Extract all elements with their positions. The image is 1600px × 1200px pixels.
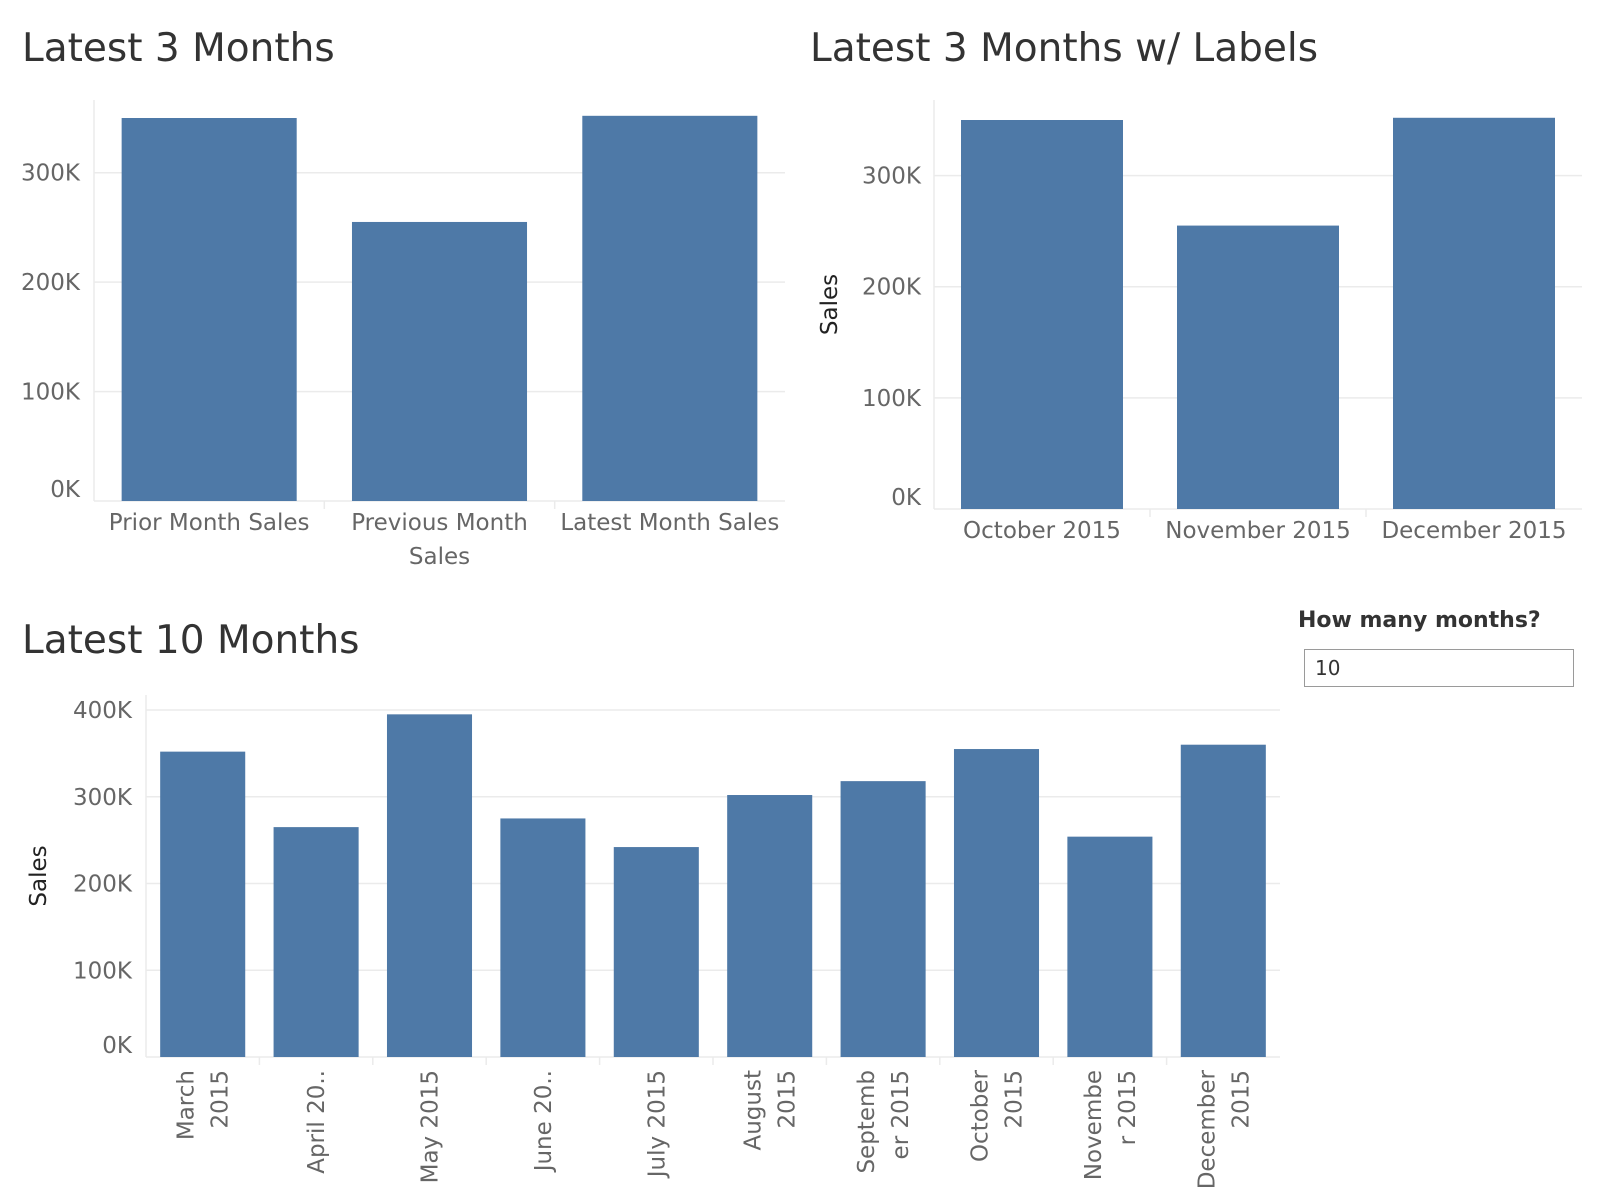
x-category-label: Septemb (854, 1070, 880, 1174)
bar (273, 827, 359, 1057)
bar (727, 795, 813, 1057)
y-tick-label: 200K (862, 275, 922, 301)
months-parameter-input[interactable] (1304, 649, 1574, 687)
x-category-label: October (968, 1069, 994, 1162)
y-tick-label: 0K (891, 485, 922, 511)
x-category-label: 2015 (208, 1070, 234, 1129)
x-category-label: December 2015 (1381, 518, 1566, 544)
x-category-label: November 2015 (1165, 518, 1351, 544)
y-tick-label: 200K (73, 872, 133, 898)
chart-title: Latest 10 Months (22, 618, 360, 663)
x-category-label: Prior Month Sales (109, 510, 310, 536)
x-category-label: October 2015 (963, 518, 1121, 544)
x-category-label: July 2015 (644, 1070, 670, 1179)
y-axis-title: Sales (817, 274, 843, 335)
x-category-label: 2015 (775, 1070, 801, 1129)
y-axis-title: Sales (26, 845, 52, 906)
y-tick-label: 300K (862, 164, 922, 190)
x-category-label: er 2015 (888, 1070, 914, 1159)
bar (840, 781, 926, 1057)
bar (1067, 836, 1153, 1057)
bar (1393, 117, 1555, 509)
bar (961, 120, 1123, 509)
x-category-label: 2015 (1228, 1070, 1254, 1129)
y-tick-label: 100K (73, 958, 133, 984)
x-category-label: Sales (409, 544, 470, 570)
x-category-label: December (1194, 1069, 1220, 1189)
bar (953, 749, 1040, 1057)
x-category-label: June 20.. (531, 1070, 557, 1173)
bar (500, 818, 586, 1057)
chart-title: Latest 3 Months (22, 26, 335, 71)
bar (1177, 225, 1339, 510)
x-category-label: Latest Month Sales (560, 510, 779, 536)
bar (121, 118, 297, 501)
y-tick-label: 100K (21, 380, 81, 406)
bar (386, 714, 473, 1057)
y-tick-label: 400K (73, 698, 133, 724)
y-tick-label: 300K (21, 161, 81, 187)
y-tick-label: 0K (50, 477, 81, 503)
x-category-label: April 20.. (304, 1070, 330, 1174)
bar (160, 751, 246, 1057)
x-category-label: 2015 (1002, 1070, 1028, 1129)
x-category-label: March (174, 1070, 200, 1140)
chart-title: Latest 3 Months w/ Labels (810, 26, 1319, 71)
x-category-label: r 2015 (1115, 1070, 1141, 1145)
x-category-label: August (741, 1070, 767, 1151)
y-tick-label: 200K (21, 270, 81, 296)
parameter-label: How many months? (1298, 608, 1541, 633)
bar (613, 847, 699, 1057)
bar (582, 115, 758, 501)
x-category-label: Novembe (1081, 1070, 1107, 1180)
bar (1180, 744, 1266, 1057)
y-tick-label: 0K (102, 1033, 133, 1059)
x-category-label: Previous Month (351, 510, 528, 536)
y-tick-label: 300K (73, 785, 133, 811)
x-category-label: May 2015 (418, 1070, 444, 1183)
y-tick-label: 100K (862, 386, 922, 412)
bar (351, 221, 528, 501)
